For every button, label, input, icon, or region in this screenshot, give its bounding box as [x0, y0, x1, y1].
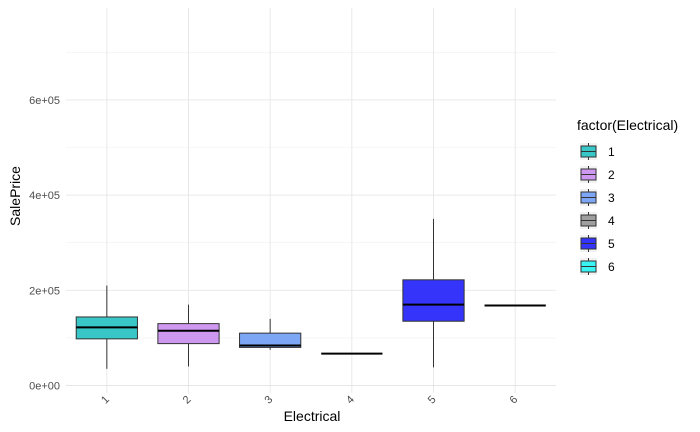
box-2	[157, 304, 220, 367]
x-tick-label: 3	[262, 394, 275, 407]
y-axis-ticks: 0e+00 2e+05 4e+05 6e+05	[29, 95, 60, 393]
x-axis-ticks: 1 2 3 4 5 6	[99, 394, 520, 407]
x-axis-title: Electrical	[284, 408, 341, 424]
y-tick-label: 4e+05	[29, 190, 60, 202]
boxes	[75, 218, 546, 369]
legend-label: 3	[608, 191, 615, 205]
box-5	[402, 218, 465, 368]
box-iqr	[239, 332, 302, 348]
x-tick-label: 6	[507, 394, 520, 407]
x-tick-label: 2	[181, 394, 194, 407]
y-tick-label: 0e+00	[29, 381, 60, 393]
y-tick-label: 6e+05	[29, 95, 60, 107]
y-axis-title: SalePrice	[7, 166, 23, 226]
x-tick-label: 5	[426, 394, 439, 407]
legend-title: factor(Electrical)	[577, 117, 678, 133]
legend-item-6: 6	[580, 258, 615, 275]
box-iqr	[402, 279, 465, 322]
legend-label: 2	[608, 168, 615, 182]
y-tick-label: 2e+05	[29, 285, 60, 297]
legend-label: 5	[608, 237, 615, 251]
legend-item-2: 2	[580, 166, 615, 183]
legend-item-3: 3	[580, 189, 615, 206]
x-tick-label: 1	[99, 394, 112, 407]
legend-label: 6	[608, 260, 615, 274]
legend-item-5: 5	[580, 235, 615, 252]
legend-label: 1	[608, 145, 615, 159]
box-3	[239, 318, 302, 350]
legend-item-4: 4	[580, 212, 615, 229]
legend-item-1: 1	[580, 143, 615, 160]
x-tick-label: 4	[344, 394, 357, 407]
legend-label: 4	[608, 214, 615, 228]
grid-lines	[66, 8, 556, 393]
box-1	[75, 285, 138, 369]
box-iqr	[157, 323, 220, 345]
legend: factor(Electrical) 1 2 3 4 5 6	[577, 117, 678, 275]
